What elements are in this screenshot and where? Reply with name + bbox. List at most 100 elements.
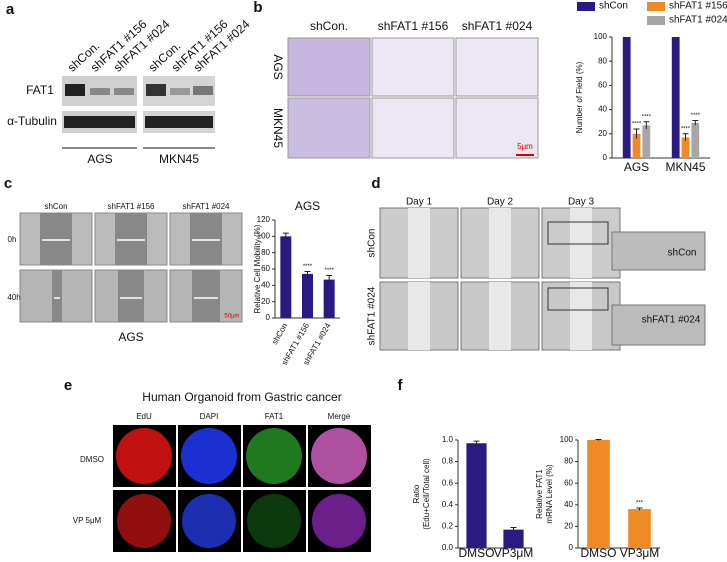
- y-tick-label: 60: [564, 478, 573, 487]
- micrograph-grid: [287, 37, 539, 159]
- error-bar: [326, 275, 333, 284]
- panel-label: b: [253, 0, 262, 16]
- bar: [632, 133, 641, 158]
- row-label: FAT1: [26, 83, 54, 97]
- group-label: MKN45: [159, 152, 199, 166]
- y-tick-label: 40: [598, 105, 607, 114]
- row-label: shCon: [367, 229, 378, 258]
- caption: AGS: [118, 330, 143, 344]
- y-tick-label: 120: [257, 215, 271, 224]
- panel-label: f: [398, 377, 404, 394]
- legend-swatch: [647, 2, 665, 11]
- error-bar: [510, 526, 517, 532]
- y-tick-label: 0.4: [442, 500, 454, 509]
- column-label: shFAT1 #024: [183, 202, 231, 211]
- bar: [642, 125, 651, 158]
- y-tick-label: 20: [261, 297, 270, 306]
- y-tick-label: 100: [560, 435, 574, 444]
- column-label: DAPI: [200, 412, 219, 421]
- wound-images: [19, 212, 243, 323]
- y-tick-label: 60: [261, 264, 270, 273]
- column-label: Day 2: [487, 197, 514, 208]
- y-tick-label: 60: [598, 81, 607, 90]
- y-axis-label: Relative FAT1: [535, 469, 544, 519]
- y-tick-label: 0: [266, 313, 271, 322]
- y-tick-label: 40: [261, 280, 270, 289]
- row-label: AGS: [271, 54, 285, 79]
- bar: [280, 236, 292, 318]
- bar: [503, 529, 524, 548]
- legend-swatch: [577, 2, 595, 11]
- y-axis-label: Number of Field (%): [575, 61, 584, 133]
- column-label: shCon: [44, 202, 67, 211]
- bar: [587, 440, 610, 548]
- error-bar: [595, 438, 602, 441]
- significance: ****: [324, 268, 334, 274]
- significance: ****: [642, 114, 652, 120]
- column-label: EdU: [136, 412, 152, 421]
- y-axis-label: Relative Cell Mobility (%): [253, 224, 262, 313]
- column-label: shFAT1 #156: [378, 19, 449, 33]
- y-tick-label: 0.8: [442, 457, 454, 466]
- row-label: 0h: [8, 235, 17, 244]
- panel-label: d: [371, 175, 380, 192]
- y-tick-label: 100: [594, 32, 608, 41]
- y-tick-label: 20: [564, 522, 573, 531]
- panel-label: c: [4, 175, 12, 192]
- western-blot: [62, 76, 215, 149]
- x-tick-label: DMSO: [459, 546, 495, 560]
- significance: ****: [632, 122, 642, 128]
- error-bar: [636, 507, 643, 511]
- row-label: 40h: [7, 293, 20, 302]
- error-bar: [643, 121, 650, 129]
- legend-swatch: [647, 16, 665, 25]
- column-label: Merge: [328, 412, 351, 421]
- column-label: Day 3: [568, 197, 595, 208]
- y-tick-label: 0.0: [442, 543, 454, 552]
- x-tick-label: VP3μM: [620, 546, 660, 560]
- bar: [622, 37, 631, 158]
- bar: [628, 509, 651, 548]
- legend-label: shCon: [599, 1, 628, 12]
- significance: ****: [303, 264, 313, 270]
- y-tick-label: 40: [564, 500, 573, 509]
- y-axis-label: (Edu+Cell/Total cell): [422, 458, 431, 530]
- panel-label: e: [64, 377, 72, 394]
- organoid-scratch-images: [379, 207, 706, 351]
- panel-label: a: [6, 1, 15, 18]
- bar: [323, 279, 335, 318]
- y-tick-label: 80: [261, 248, 270, 257]
- x-tick-label: AGS: [624, 160, 649, 174]
- y-tick-label: 0: [603, 153, 608, 162]
- x-tick-label: VP3μM: [494, 546, 534, 560]
- error-bar: [473, 440, 480, 446]
- y-tick-label: 0.6: [442, 478, 454, 487]
- y-tick-label: 20: [598, 129, 607, 138]
- bar: [302, 273, 313, 318]
- panel-title: Human Organoid from Gastric cancer: [142, 390, 341, 404]
- legend-label: shFAT1 #024: [669, 15, 727, 26]
- significance: ****: [691, 113, 701, 119]
- row-label: DMSO: [80, 455, 104, 464]
- y-tick-label: 0.2: [442, 522, 454, 531]
- x-tick-label: DMSO: [581, 546, 617, 560]
- error-bar: [304, 270, 311, 277]
- y-tick-label: 1.0: [442, 435, 454, 444]
- bar: [681, 137, 690, 158]
- group-label: AGS: [87, 152, 112, 166]
- column-label: shFAT1 #156: [108, 202, 156, 211]
- bar: [466, 443, 487, 548]
- y-tick-label: 0: [569, 543, 574, 552]
- y-tick-label: 80: [564, 457, 573, 466]
- scale-label: 50μm: [224, 314, 239, 320]
- row-label: α-Tubulin: [7, 114, 57, 128]
- y-axis-label: Ratio: [412, 484, 421, 503]
- error-bar: [282, 232, 289, 240]
- column-label: Day 1: [406, 197, 433, 208]
- inset-label: shCon: [668, 248, 697, 259]
- row-label: shFAT1 #024: [367, 286, 378, 345]
- error-bar: [682, 133, 689, 142]
- error-bar: [633, 128, 640, 139]
- error-bar: [692, 119, 699, 126]
